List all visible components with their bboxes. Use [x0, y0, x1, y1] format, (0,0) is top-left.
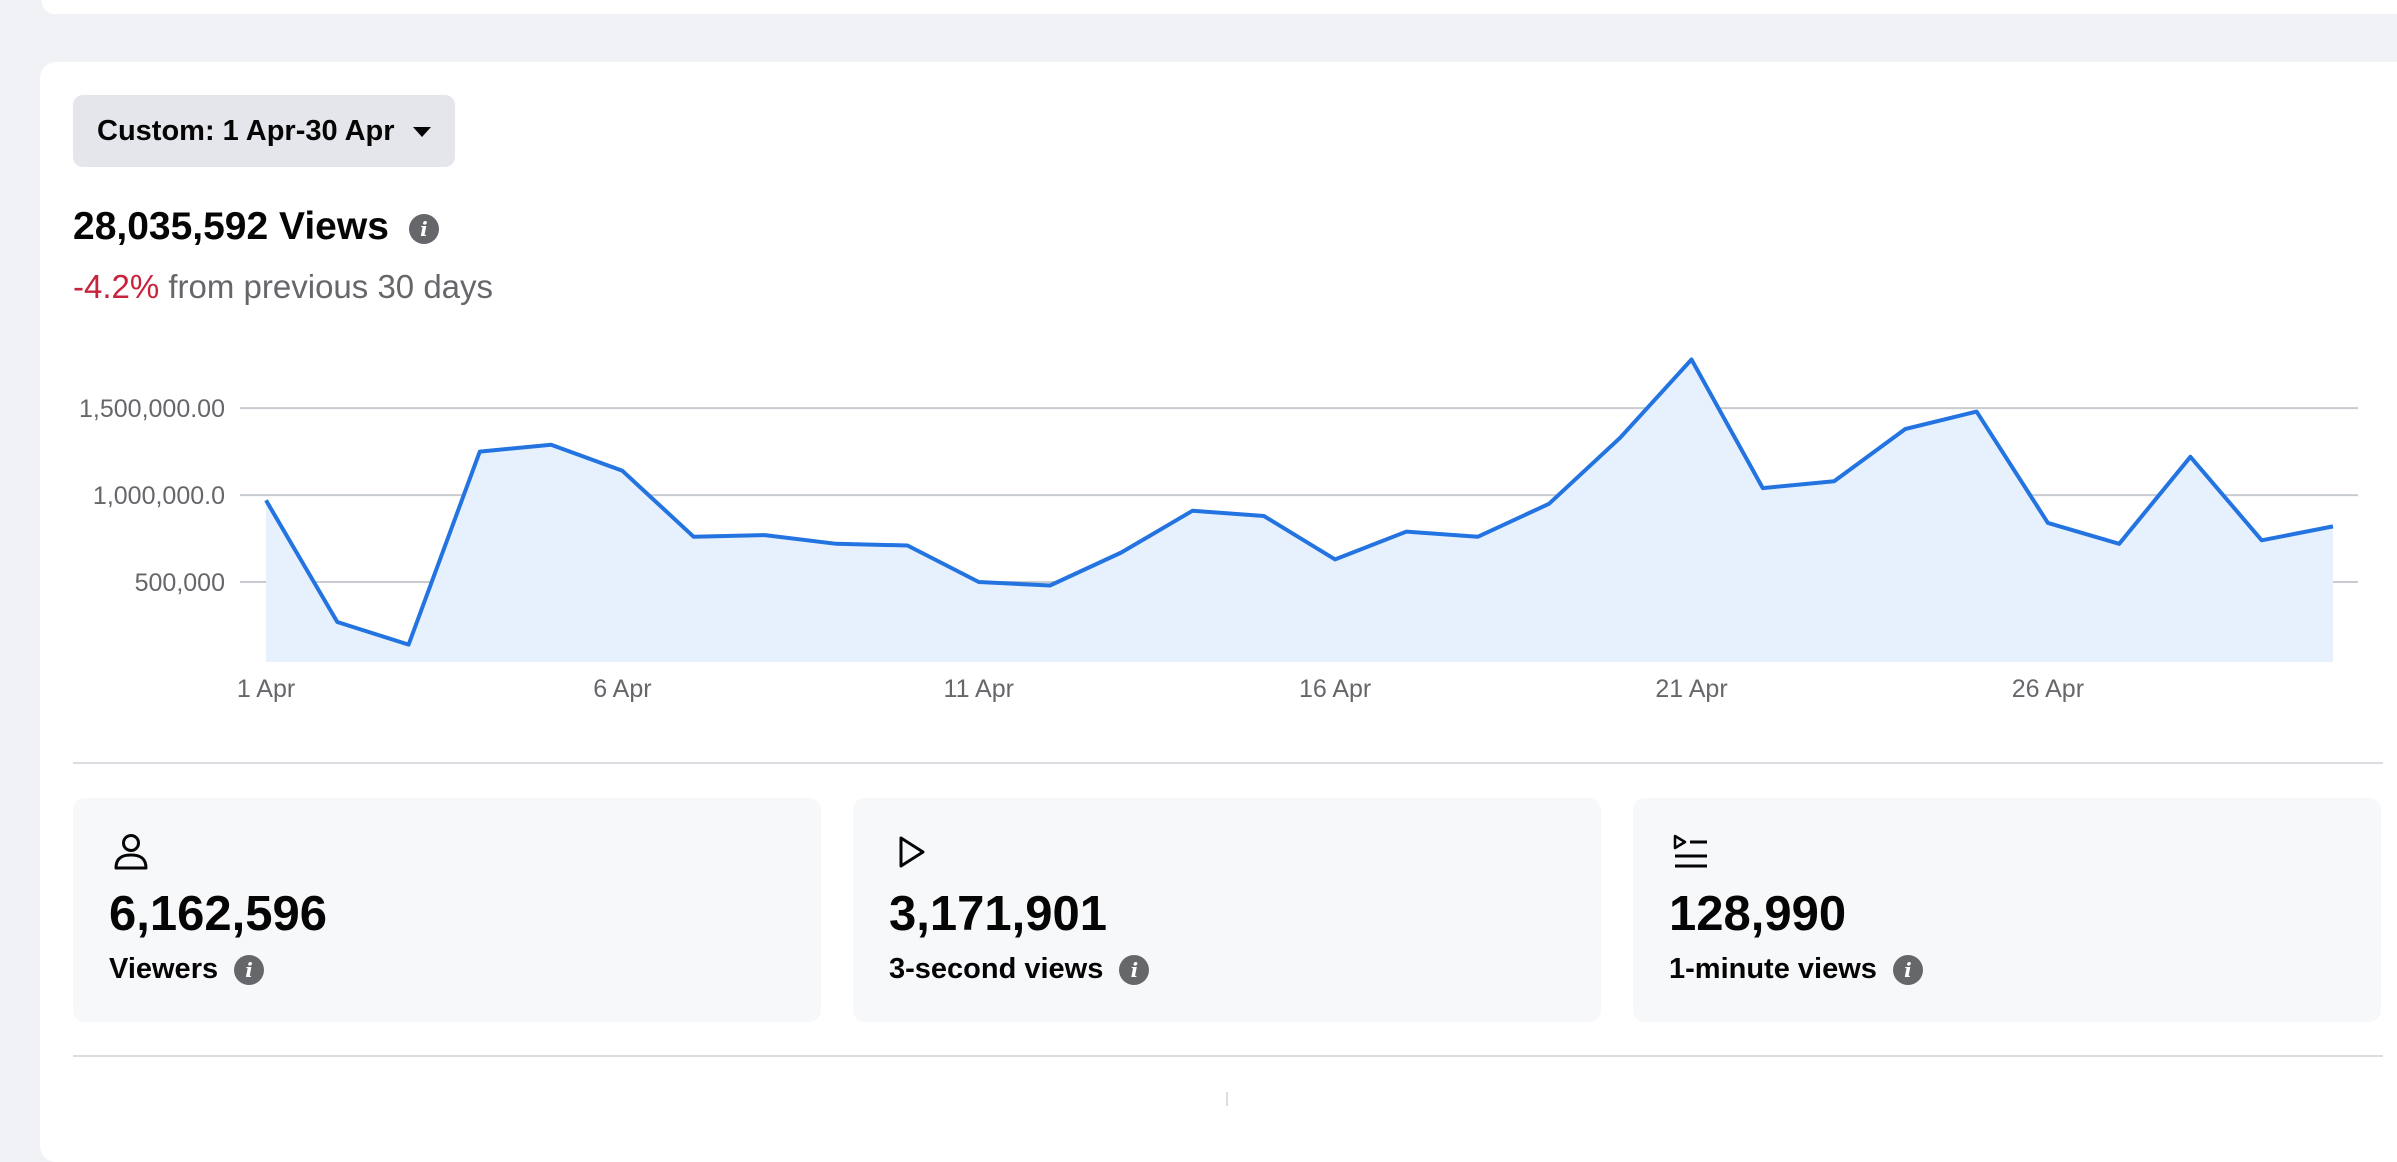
- y-axis-labels: 500,000 1,000,000.0 1,500,000.00: [79, 395, 225, 597]
- metric-card-1-minute-views: 128,990 1-minute views i: [1633, 798, 2381, 1022]
- views-line-chart: 500,000 1,000,000.0 1,500,000.00 1 Apr 6 Ap…: [79, 357, 2358, 703]
- caret-down-icon: [412, 127, 431, 137]
- info-icon[interactable]: i: [1119, 954, 1150, 985]
- y-tick-label: 500,000: [135, 569, 225, 597]
- x-tick-label: 6 Apr: [593, 675, 651, 703]
- change-percent: -4.2%: [73, 268, 160, 305]
- metric-value: 128,990: [1669, 887, 1847, 941]
- x-tick-label: 21 Apr: [1655, 675, 1727, 703]
- section-divider: [73, 762, 2383, 764]
- next-section-edge: [1226, 1092, 1228, 1106]
- chart-area-fill: [266, 359, 2333, 662]
- metric-label: 1-minute views i: [1669, 953, 1923, 986]
- date-range-button[interactable]: Custom: 1 Apr-30 Apr: [73, 95, 455, 167]
- metric-card-3-second-views: 3,171,901 3-second views i: [853, 798, 1601, 1022]
- total-views: 28,035,592 Views: [73, 205, 389, 248]
- metric-label: Viewers i: [109, 953, 265, 986]
- info-icon[interactable]: i: [408, 214, 439, 244]
- info-icon[interactable]: i: [234, 954, 265, 985]
- metric-label: 3-second views i: [889, 953, 1150, 986]
- info-icon[interactable]: i: [1892, 954, 1923, 985]
- x-tick-label: 26 Apr: [2012, 675, 2084, 703]
- person-icon: [114, 834, 148, 870]
- metric-value: 6,162,596: [109, 887, 327, 941]
- views-change: -4.2% from previous 30 days: [73, 268, 493, 306]
- x-tick-label: 11 Apr: [944, 675, 1014, 703]
- x-axis-labels: 1 Apr 6 Apr 11 Apr 16 Apr 21 Apr 26 Apr: [237, 675, 2084, 703]
- metric-label-text: 3-second views: [889, 953, 1104, 985]
- section-divider: [73, 1055, 2383, 1057]
- metric-value: 3,171,901: [889, 887, 1107, 941]
- previous-section-card: [42, 0, 2397, 14]
- metric-label-text: 1-minute views: [1669, 953, 1877, 985]
- playlist-icon: [1673, 834, 1707, 868]
- metric-label-text: Viewers: [109, 953, 219, 985]
- chart-series-line: [264, 357, 2334, 647]
- y-tick-label: 1,000,000.0: [93, 482, 225, 510]
- x-tick-label: 1 Apr: [237, 675, 295, 703]
- x-tick-label: 16 Apr: [1299, 675, 1371, 703]
- change-text: from previous 30 days: [159, 268, 494, 305]
- play-icon: [899, 836, 925, 868]
- date-range-label: Custom: 1 Apr-30 Apr: [97, 114, 395, 147]
- views-headline: 28,035,592 Views i: [73, 205, 439, 249]
- y-tick-label: 1,500,000.00: [79, 395, 225, 423]
- metric-card-viewers: 6,162,596 Viewers i: [73, 798, 821, 1022]
